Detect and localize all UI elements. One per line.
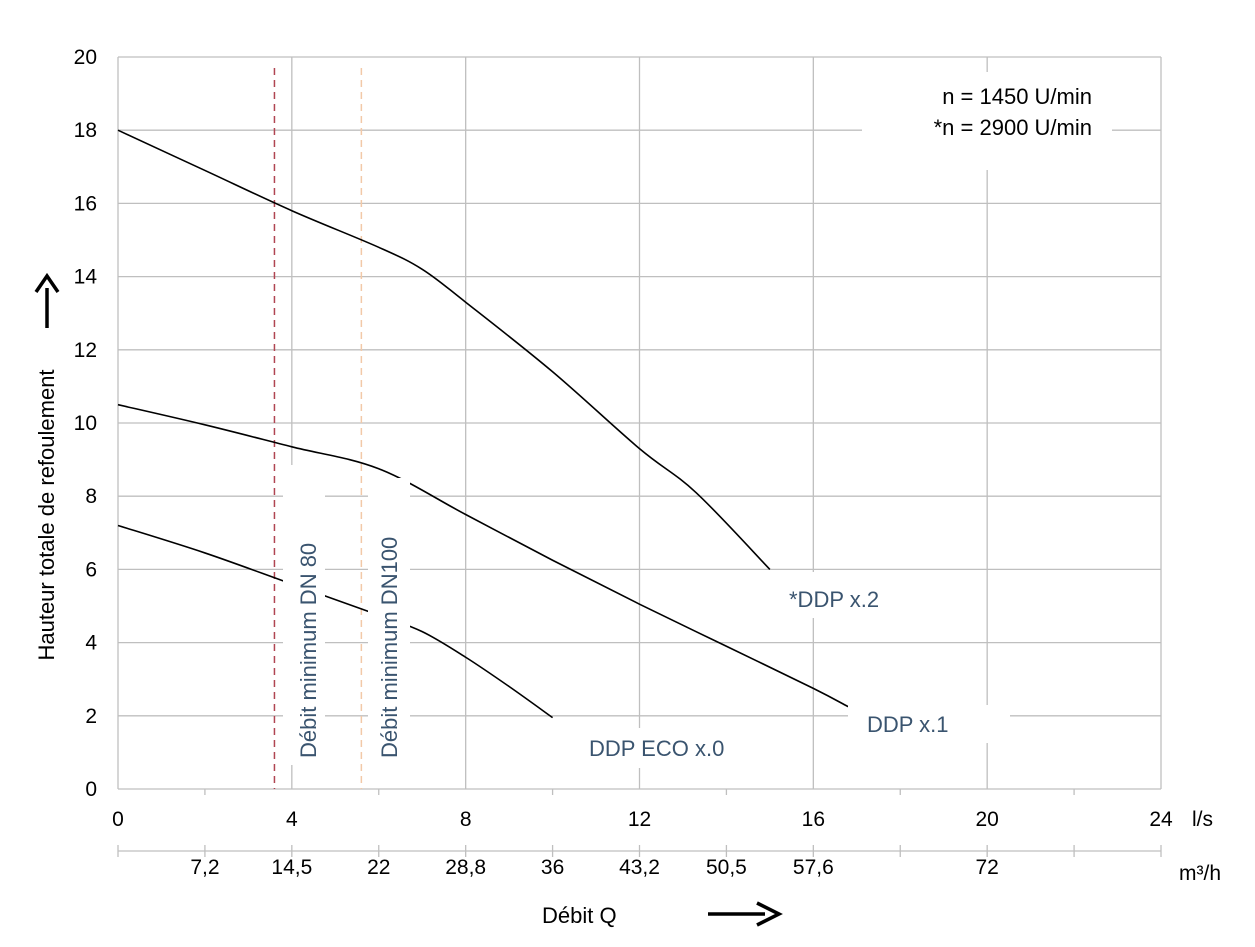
x-tick-label: 4 (286, 808, 298, 831)
y-tick-label: 14 (74, 266, 98, 289)
y-tick-label: 8 (85, 485, 97, 508)
secondary-tick-label: 7,2 (190, 856, 219, 879)
x-tick-label: 12 (628, 808, 651, 831)
secondary-tick-label: 50,5 (706, 856, 747, 879)
secondary-tick-label: 28,8 (445, 856, 486, 879)
label-backgrounds (283, 72, 1112, 768)
curve-ddp-eco-x0 (117, 524, 554, 719)
y-tick-label: 12 (74, 339, 97, 362)
x-tick-label: 24 (1149, 808, 1173, 831)
x-tick-label: 16 (802, 808, 825, 831)
secondary-tick-label: 72 (975, 856, 998, 879)
pump-curves (117, 129, 849, 719)
speed-annotation-2: *n = 2900 U/min (934, 115, 1092, 140)
secondary-tick-label: 43,2 (619, 856, 660, 879)
curve-ddp-x1 (117, 403, 849, 708)
bg-dn80 (283, 465, 325, 765)
bg-annotation (862, 72, 1112, 170)
bg-eco (578, 728, 758, 768)
secondary-tick-label: 22 (367, 856, 390, 879)
label-ddp-x1: DDP x.1 (867, 712, 949, 737)
y-axis-label: Hauteur totale de refoulement (34, 369, 59, 660)
bg-dn100 (368, 478, 410, 765)
label-debit-min-dn100: Débit minimum DN100 (377, 537, 402, 758)
label-ddp-x2: *DDP x.2 (789, 587, 879, 612)
y-tick-label: 16 (74, 192, 97, 215)
y-tick-label: 2 (85, 705, 97, 728)
x-axis-arrow-icon (756, 901, 783, 927)
y-axis-arrow-icon (34, 272, 60, 293)
y-tick-label: 10 (74, 412, 97, 435)
curve-ddp-x2 (117, 129, 771, 570)
label-debit-min-dn80: Débit minimum DN 80 (296, 543, 321, 758)
axis-arrows (34, 272, 783, 927)
secondary-tick-label: 36 (541, 856, 564, 879)
x-tick-label: 0 (112, 808, 124, 831)
y-tick-label: 20 (74, 46, 97, 69)
x-tick-label: 8 (460, 808, 472, 831)
y-tick-label: 6 (85, 558, 97, 581)
y-tick-label: 4 (85, 632, 97, 655)
x-unit-secondary: m³/h (1179, 862, 1221, 885)
secondary-axis: 7,2 14,5 22 28,8 36 43,2 50,5 57,6 72 m³/h (117, 845, 1221, 885)
speed-annotation-1: n = 1450 U/min (942, 84, 1092, 109)
grid (117, 56, 1162, 795)
label-ddp-eco-x0: DDP ECO x.0 (589, 736, 724, 761)
reference-lines (273, 68, 363, 789)
x-tick-label: 20 (975, 808, 998, 831)
bg-x1 (848, 705, 1010, 743)
y-tick-label: 0 (85, 778, 97, 801)
secondary-tick-label: 57,6 (793, 856, 834, 879)
bg-x2 (775, 572, 905, 618)
secondary-tick-label: 14,5 (271, 856, 312, 879)
y-tick-label: 18 (74, 119, 97, 142)
x-unit-primary: l/s (1192, 808, 1213, 831)
x-axis-label: Débit Q (542, 903, 617, 928)
